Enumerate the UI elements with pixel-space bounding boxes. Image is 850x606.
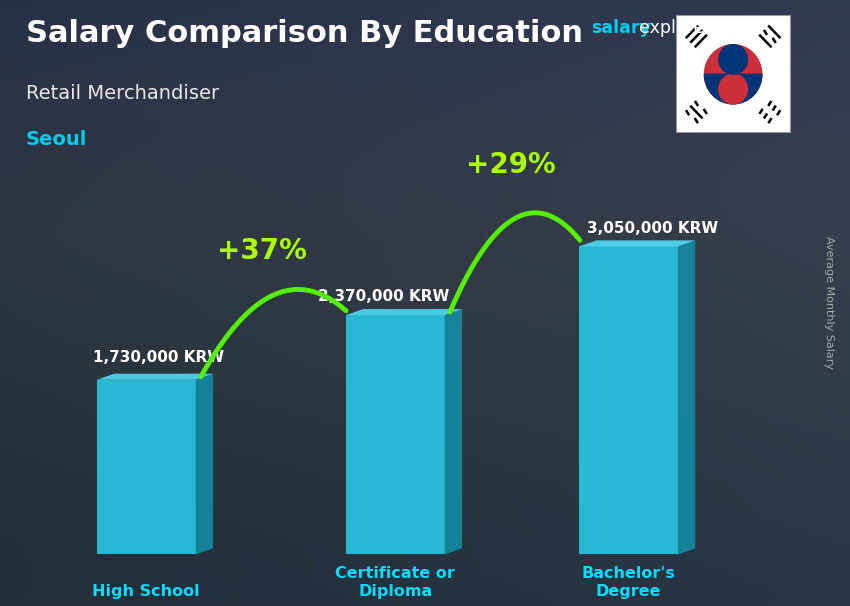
Text: +37%: +37% bbox=[217, 238, 307, 265]
Polygon shape bbox=[97, 374, 213, 380]
Text: 1,730,000 KRW: 1,730,000 KRW bbox=[93, 350, 224, 365]
Polygon shape bbox=[346, 309, 462, 315]
Text: Salary Comparison By Education: Salary Comparison By Education bbox=[26, 19, 582, 48]
Text: 3,050,000 KRW: 3,050,000 KRW bbox=[587, 221, 718, 236]
Polygon shape bbox=[677, 241, 695, 554]
Polygon shape bbox=[445, 309, 462, 554]
Text: salary: salary bbox=[591, 19, 650, 38]
Wedge shape bbox=[705, 75, 762, 104]
Text: Bachelor's
Degree: Bachelor's Degree bbox=[581, 567, 675, 599]
Text: Seoul: Seoul bbox=[26, 130, 87, 149]
Circle shape bbox=[719, 75, 747, 104]
Text: 2,370,000 KRW: 2,370,000 KRW bbox=[318, 289, 450, 304]
Text: +29%: +29% bbox=[466, 151, 555, 179]
Text: Certificate or
Diploma: Certificate or Diploma bbox=[335, 567, 456, 599]
Circle shape bbox=[705, 45, 762, 104]
Text: Average Monthly Salary: Average Monthly Salary bbox=[824, 236, 834, 370]
Polygon shape bbox=[346, 315, 445, 554]
Polygon shape bbox=[97, 380, 196, 554]
Polygon shape bbox=[196, 374, 213, 554]
Text: explorer.com: explorer.com bbox=[639, 19, 753, 38]
Polygon shape bbox=[579, 247, 677, 554]
Text: High School: High School bbox=[93, 584, 200, 599]
Circle shape bbox=[719, 45, 747, 75]
Text: Retail Merchandiser: Retail Merchandiser bbox=[26, 84, 218, 102]
Polygon shape bbox=[579, 241, 695, 247]
